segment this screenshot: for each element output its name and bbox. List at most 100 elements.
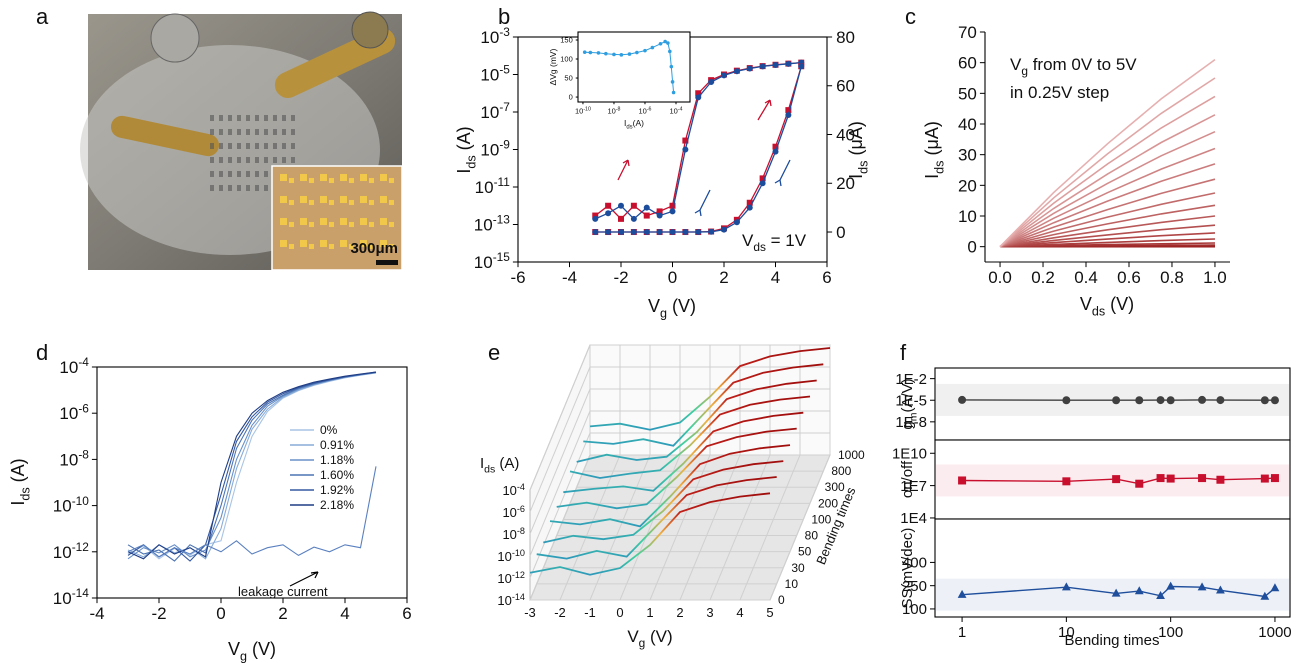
x-tick-label: 4 — [771, 268, 780, 287]
y-axis-label-part: SS(mV/dec) — [899, 528, 916, 609]
series-line — [589, 347, 831, 431]
series-line — [999, 204, 1216, 248]
y-tick-label: 10-4 — [502, 482, 525, 498]
photo-device — [255, 129, 259, 135]
y-axis-label-part: g — [899, 421, 916, 429]
x-tick-label: 4 — [736, 605, 743, 620]
y-tick-label: 50 — [958, 84, 977, 103]
photo-pad — [309, 178, 314, 183]
series-line — [999, 224, 1216, 248]
marker-square — [695, 90, 702, 97]
y-tick-label: 10-10 — [497, 548, 525, 564]
photo-pad — [340, 218, 347, 225]
marker-triangle — [1197, 582, 1207, 591]
photo-device — [246, 129, 250, 135]
marker-square — [785, 107, 792, 114]
x-tick-label: 4 — [340, 604, 349, 623]
y-axis-label: on/off — [899, 460, 916, 498]
x-axis-label: Vg (V) — [648, 296, 696, 320]
x-axis-label-part: ds — [626, 125, 632, 131]
series-line — [999, 95, 1216, 248]
x-tick-label-text: 0.0 — [988, 268, 1012, 287]
series-line — [569, 395, 811, 479]
photo-pad — [300, 240, 307, 247]
annotation-arrow — [289, 571, 319, 587]
y-tick-label-exp: -10 — [72, 494, 90, 508]
x-tick-label: 10-8 — [607, 107, 620, 116]
marker-square — [682, 137, 689, 144]
x-tick-label: -2 — [151, 604, 166, 623]
y-tick-label: 10-9 — [480, 138, 510, 160]
marker-circle — [612, 52, 616, 57]
photo-pad — [389, 200, 394, 205]
photo-device — [237, 185, 241, 191]
y-tick-label-text: 10 — [59, 358, 78, 377]
photo-pad — [320, 240, 327, 247]
y-tick-label-exp: -4 — [78, 355, 89, 369]
photo-pad — [280, 218, 287, 225]
y-tick-label-exp: -8 — [78, 448, 89, 462]
x-axis-label: Vg (V) — [627, 627, 672, 650]
y-tick-label: 10-13 — [474, 213, 510, 235]
y-tick-label-exp: -11 — [494, 175, 511, 189]
series-line — [999, 238, 1216, 248]
y-axis-label-part: ds — [484, 464, 495, 476]
y-tick-label: 10 — [958, 207, 977, 226]
marker-circle — [759, 63, 766, 70]
photo-pad — [340, 196, 347, 203]
x-tick-label: 5 — [766, 605, 773, 620]
x-axis-label-part: g — [660, 306, 667, 320]
y-tick-label-exp: -13 — [493, 213, 511, 227]
photo-device — [255, 143, 259, 149]
y-axis-label-part: ds — [464, 155, 478, 168]
photo-pad — [369, 222, 374, 227]
x-tick-label: 6 — [402, 604, 411, 623]
photo-device — [264, 129, 268, 135]
photo-device — [219, 143, 223, 149]
photo-pad — [300, 174, 307, 181]
panel-letter: c — [905, 4, 916, 29]
x-tick-label: 1 — [958, 624, 966, 641]
scale-bar-label: 300μm — [350, 240, 398, 257]
y-tick-label: 100 — [560, 55, 573, 64]
photo-device — [210, 143, 214, 149]
photo-device — [228, 185, 232, 191]
y-axis-label: Ids (A) — [480, 455, 519, 476]
y-axis-label-part: I — [480, 455, 484, 472]
grid-line — [559, 454, 621, 601]
marker-circle — [1156, 396, 1165, 405]
annotation-part: g — [1021, 64, 1028, 78]
marker-square — [592, 212, 599, 219]
marker-square — [669, 202, 676, 209]
photo-device — [210, 171, 214, 177]
y-tick-label: 10-7 — [480, 100, 510, 122]
y-tick-label-text: 10 — [497, 593, 511, 608]
x-tick-label: -6 — [510, 268, 525, 287]
marker-circle — [604, 51, 608, 56]
legend-label: 1.92% — [320, 483, 354, 497]
x-axis-label: Ids(A) — [624, 118, 644, 131]
y-tick-label-exp: -3 — [499, 25, 510, 39]
marker-circle — [772, 62, 779, 69]
y-tick-label-text: 10 — [480, 103, 499, 122]
marker-circle — [658, 41, 663, 46]
photo-device — [237, 171, 241, 177]
marker-circle — [670, 80, 675, 84]
plot-frame — [934, 518, 1291, 618]
marker-square — [630, 202, 637, 209]
annotation: in 0.25V step — [1010, 83, 1109, 102]
photo-device — [228, 129, 232, 135]
photo-device — [246, 115, 250, 121]
grid-line — [529, 344, 591, 491]
photo-device — [210, 115, 214, 121]
x-axis-label-part: V — [1080, 294, 1092, 314]
marker-circle — [1112, 396, 1121, 405]
y2-tick-label: 0 — [836, 223, 845, 242]
y-axis-label-part: ΔVg (mV) — [548, 48, 558, 85]
marker-circle — [635, 50, 639, 55]
annotation: Vg from 0V to 5V — [1010, 55, 1137, 78]
grid-line — [679, 454, 741, 601]
y-tick-label: 10-12 — [497, 570, 525, 586]
marker-square — [1260, 474, 1269, 483]
grid-line — [529, 410, 591, 557]
